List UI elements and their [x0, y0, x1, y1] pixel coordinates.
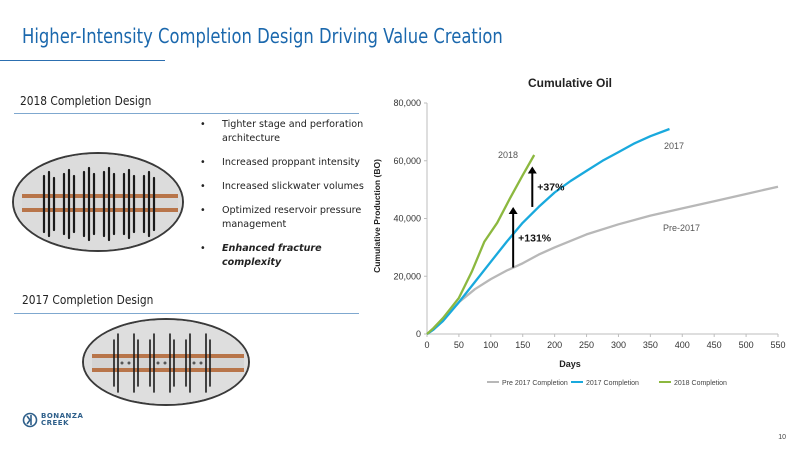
x-tick-label: 450 — [707, 340, 722, 350]
x-tick-label: 150 — [515, 340, 530, 350]
series-line-2 — [426, 154, 536, 335]
list-item: • Optimized reservoir pressure management — [200, 205, 362, 230]
legend-label-1: 2017 Completion — [586, 380, 639, 387]
x-tick-label: 50 — [454, 340, 464, 350]
title-underline — [0, 60, 165, 61]
y-tick-label: 80,000 — [393, 98, 421, 108]
x-tick-label: 550 — [770, 340, 785, 350]
y-tick-label: 40,000 — [393, 214, 421, 224]
y-axis-label: Cumulative Production (BO) — [372, 159, 382, 273]
logo-mark-icon — [22, 412, 38, 428]
section-2018-rule — [14, 113, 359, 114]
series-line-0 — [426, 185, 779, 335]
bonanza-creek-logo: BONANZA CREEK — [22, 412, 83, 428]
series-label-2: 2018 — [498, 150, 518, 160]
page-title: Higher-Intensity Completion Design Drivi… — [22, 24, 503, 48]
x-tick-label: 250 — [579, 340, 594, 350]
x-tick-label: 350 — [643, 340, 658, 350]
chart-title: Cumulative Oil — [528, 76, 612, 90]
2017-perforation-diagram — [84, 320, 248, 404]
completion-bullet-list: • Tighter stage and perforation architect… — [196, 118, 366, 280]
annotation-label-0: +131% — [518, 232, 552, 244]
annotation-arrowhead-1 — [527, 166, 537, 174]
annotation-arrowhead-0 — [508, 206, 518, 214]
series-label-1: 2017 — [664, 141, 684, 151]
x-tick-label: 300 — [611, 340, 626, 350]
x-axis-label: Days — [559, 359, 581, 369]
x-tick-label: 0 — [424, 340, 429, 350]
section-2017-label: 2017 Completion Design — [22, 292, 154, 307]
legend-label-0: Pre 2017 Completion — [502, 380, 568, 387]
y-tick-label: 0 — [416, 329, 421, 339]
legend-label-2: 2018 Completion — [674, 380, 727, 387]
section-2018-label: 2018 Completion Design — [20, 93, 152, 108]
x-tick-label: 100 — [483, 340, 498, 350]
2017-completion-image — [82, 318, 250, 406]
y-tick-label: 20,000 — [393, 271, 421, 281]
y-tick-label: 60,000 — [393, 156, 421, 166]
list-item: • Tighter stage and perforation architect… — [200, 119, 364, 144]
list-item: • Increased proppant intensity — [200, 157, 360, 168]
2018-completion-image — [12, 152, 184, 252]
x-tick-label: 200 — [547, 340, 562, 350]
page-number: 10 — [778, 434, 786, 441]
section-2017-rule — [14, 313, 359, 314]
list-item: • Enhanced fracture complexity — [200, 243, 322, 268]
list-item: • Increased slickwater volumes — [200, 181, 364, 192]
x-tick-label: 400 — [675, 340, 690, 350]
series-line-1 — [426, 127, 670, 335]
logo-wordmark: BONANZA CREEK — [41, 412, 84, 427]
series-label-0: Pre-2017 — [663, 223, 700, 233]
2018-perforation-diagram — [14, 154, 182, 250]
annotation-label-1: +37% — [537, 182, 565, 194]
x-tick-label: 500 — [739, 340, 754, 350]
